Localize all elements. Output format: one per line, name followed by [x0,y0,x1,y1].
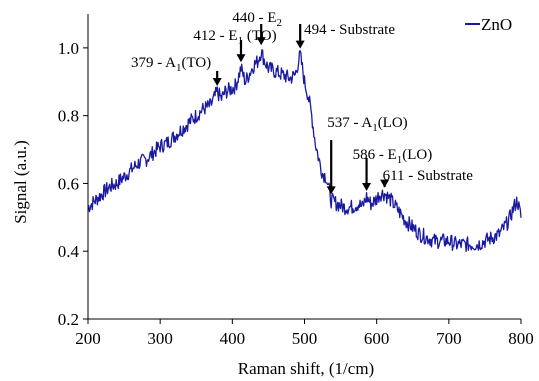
annotation-label-537: 537 - A1(LO) [327,115,408,134]
x-tick-label: 800 [508,329,534,348]
annotation-label-611: 611 - Substrate [383,168,474,184]
annotation-arrowhead-440 [256,37,266,46]
y-tick-label: 0.8 [58,107,79,126]
annotation-arrowhead-379 [212,77,222,86]
x-tick-label: 700 [436,329,462,348]
x-tick-label: 300 [147,329,173,348]
series-line-ZnO [87,49,522,253]
annotations-layer: 379 - A1(TO) 412 - E1 (TO)440 - E2 494 - S… [131,10,474,195]
y-tick-label: 0.6 [58,174,79,193]
annotation-label-494: 494 - Substrate [304,22,395,38]
x-tick-label: 600 [364,329,390,348]
annotation-arrowhead-412 [236,54,246,63]
legend: ZnO [465,15,512,34]
x-axis-title: Raman shift, (1/cm) [238,359,374,378]
y-tick-label: 0.2 [58,310,79,329]
legend-label: ZnO [481,15,512,34]
annotation-arrowhead-586 [362,183,372,191]
annotation-arrowhead-611 [380,179,390,188]
annotation-label-586: 586 - E1(LO) [353,147,433,166]
annotation-label-379: 379 - A1(TO) [131,55,211,74]
y-axis-title: Signal (a.u.) [11,140,30,224]
series-layer [87,49,522,253]
y-ticks: 0.2 0.4 0.6 0.8 1.0 [58,39,88,329]
x-tick-label: 400 [220,329,246,348]
annotation-arrowhead-537 [326,186,336,195]
annotation-label-412: 412 - E1 (TO) [193,28,276,47]
x-tick-label: 500 [292,329,318,348]
y-tick-label: 1.0 [58,39,79,58]
x-ticks: 200 300 400 500 600 700 800 [75,319,534,348]
y-tick-label: 0.4 [58,242,80,261]
annotation-label-440: 440 - E2 [232,10,282,29]
x-tick-label: 200 [75,329,101,348]
annotation-arrowhead-494 [295,40,305,49]
